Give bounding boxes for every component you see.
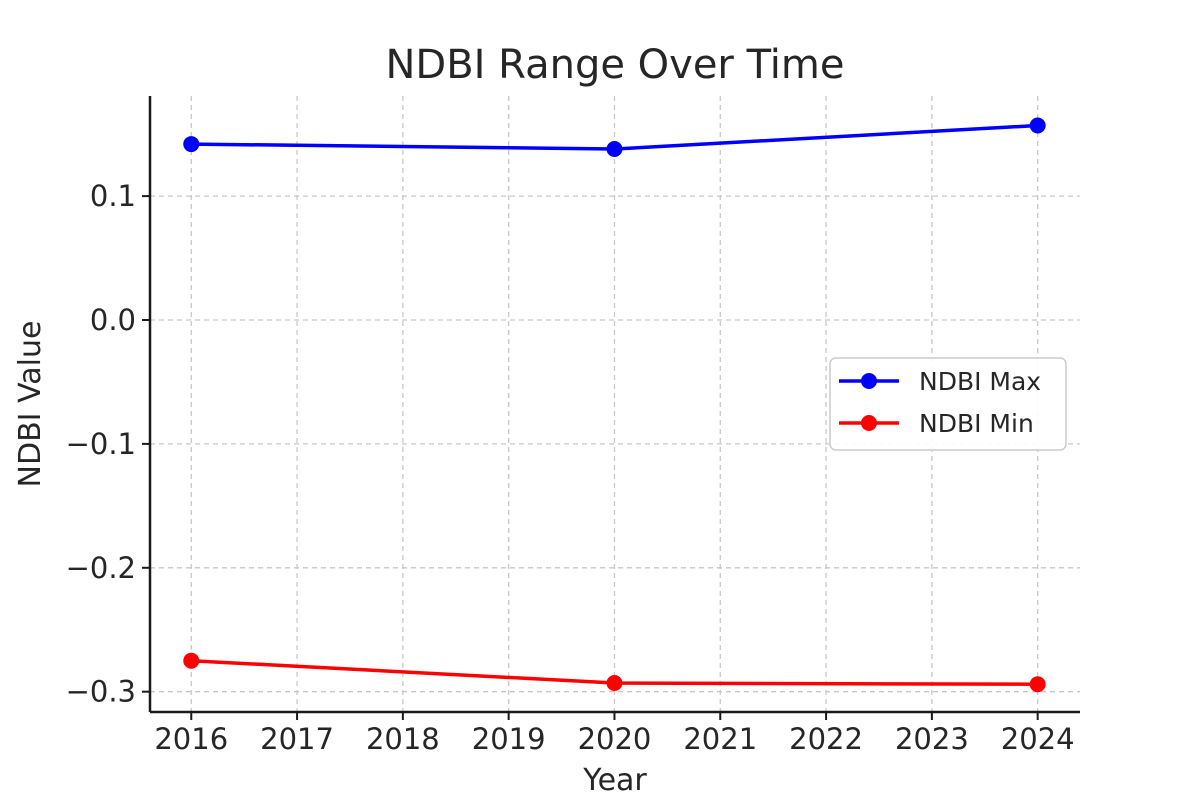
legend-marker-min [861,415,877,431]
x-tick-label: 2018 [366,722,440,756]
x-tick-label: 2021 [683,722,757,756]
data-point-ndbi-max [183,136,200,153]
x-tick-label: 2023 [895,722,969,756]
data-point-ndbi-min [606,675,623,692]
x-tick-label: 2017 [260,722,334,756]
series-ndbi-min [183,652,1046,693]
legend-marker-max [861,373,877,389]
y-axis-label: NDBI Value [13,321,48,488]
x-tick-label: 2024 [1001,722,1075,756]
y-tick-label: −0.3 [66,675,136,709]
chart-title: NDBI Range Over Time [386,42,845,88]
x-tick-label: 2022 [789,722,863,756]
x-tick-label: 2016 [154,722,228,756]
series-layer [183,117,1046,693]
x-tick-label: 2019 [472,722,546,756]
x-axis-ticks: 2016 2017 2018 2019 2020 2021 2022 2023 2024 [154,712,1075,756]
data-point-ndbi-max [1029,117,1046,134]
y-tick-label: −0.2 [66,551,136,585]
legend-label-max: NDBI Max [919,367,1041,396]
data-point-ndbi-min [183,652,200,669]
y-tick-label: 0.1 [90,179,136,213]
y-tick-label: −0.1 [66,427,136,461]
x-axis-label: Year [582,763,647,798]
y-axis-ticks: 0.1 0.0 −0.1 −0.2 −0.3 [66,179,150,709]
y-tick-label: 0.0 [90,303,136,337]
legend-label-min: NDBI Min [919,409,1034,438]
x-tick-label: 2020 [578,722,652,756]
data-point-ndbi-max [606,141,623,158]
legend: NDBI Max NDBI Min [829,357,1067,451]
data-point-ndbi-min [1029,676,1046,693]
series-ndbi-max [183,117,1046,158]
